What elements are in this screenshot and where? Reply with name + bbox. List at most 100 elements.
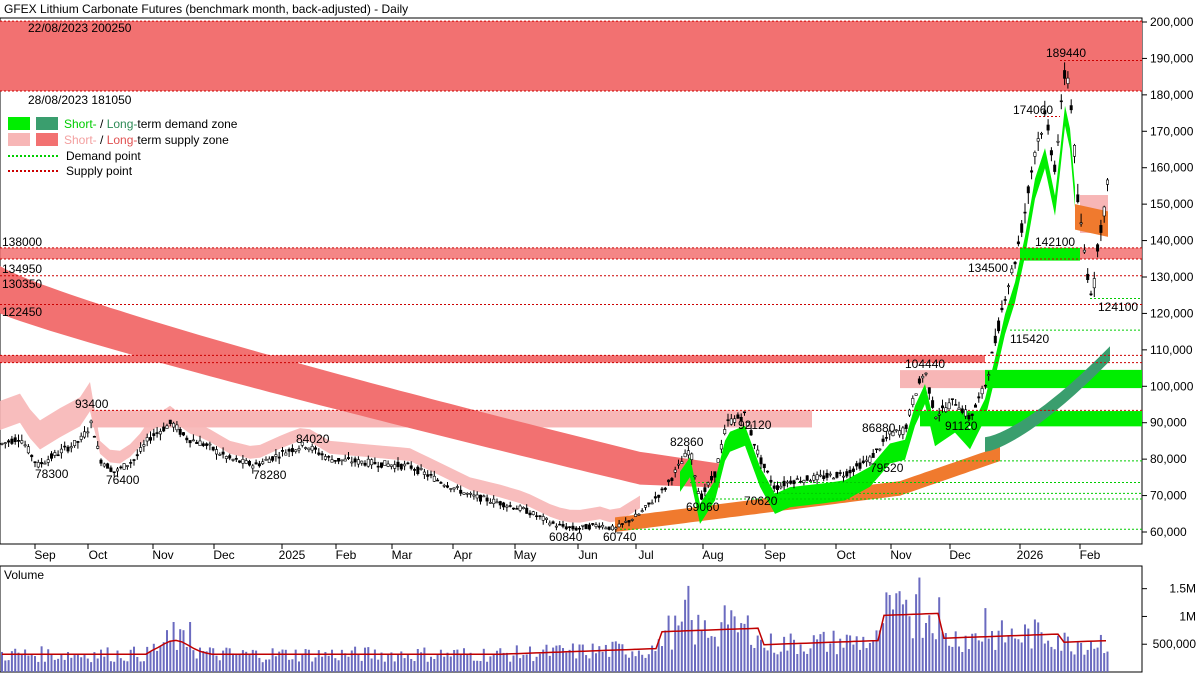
time-tick-label: Sep (34, 548, 56, 562)
volume-bar (86, 658, 89, 672)
volume-bar (529, 646, 531, 672)
volume-bar (367, 647, 370, 672)
volume-bar (674, 615, 677, 672)
volume-bar (50, 653, 53, 672)
volume-bar (1070, 651, 1073, 672)
volume-bar (416, 649, 419, 672)
candle-body (690, 453, 694, 460)
volume-bar (568, 649, 571, 672)
volume-bar (271, 648, 274, 672)
annotation-84020: 84020 (296, 432, 330, 446)
zone-label-138000: 138000 (2, 235, 42, 249)
volume-bar (340, 649, 343, 672)
candle-body (376, 465, 380, 468)
candle-body (597, 525, 601, 528)
candle-body (921, 375, 925, 379)
candle-body (739, 417, 743, 421)
candle-body (960, 408, 964, 413)
volume-bar (918, 577, 921, 672)
candle-body (663, 487, 667, 490)
candle-body (845, 471, 849, 477)
volume-bar (901, 604, 904, 672)
candle-body (49, 453, 53, 459)
candle-body (1033, 152, 1037, 157)
candle-body (683, 453, 687, 458)
volume-bar (766, 650, 769, 672)
candle-body (389, 464, 393, 467)
volume-bar (96, 658, 99, 672)
annotation-115420: 115420 (1010, 332, 1049, 346)
volume-bar (387, 653, 390, 672)
candle-body (191, 439, 195, 442)
volume-bar (129, 649, 132, 672)
time-tick-label: Oct (89, 548, 108, 562)
volume-bar (746, 615, 749, 672)
volume-bar (1080, 642, 1083, 672)
candle-body (733, 418, 737, 423)
candle-body (20, 440, 24, 444)
candle-body (195, 441, 199, 444)
volume-bar (268, 659, 271, 672)
candle-body (947, 402, 951, 410)
candle-body (973, 404, 977, 408)
volume-bar (720, 622, 723, 672)
volume-bar (109, 661, 112, 672)
volume-bar (14, 648, 17, 672)
volume-bar (446, 652, 449, 672)
candle-body (594, 524, 598, 527)
candle-body (406, 462, 410, 465)
candle-body (40, 462, 44, 465)
volume-bar (525, 654, 528, 672)
volume-bar (10, 651, 13, 672)
candle-body (439, 482, 443, 484)
volume-bar (205, 651, 208, 672)
volume-bar (994, 649, 997, 672)
candle-body (538, 515, 542, 517)
candle-body (330, 459, 334, 463)
volume-moving-average (2, 612, 1107, 655)
candle-body (488, 502, 492, 504)
candle-body (363, 462, 367, 466)
candle-body (1030, 170, 1034, 173)
volume-bar (558, 645, 561, 672)
candle-body (403, 463, 407, 467)
legend-supply-point: Supply point (66, 164, 133, 178)
candle-body (917, 378, 921, 384)
candle-body (822, 475, 826, 480)
candle-body (647, 502, 651, 505)
volume-bar (657, 639, 660, 672)
volume-bar (255, 650, 258, 672)
candle-body (1106, 179, 1110, 185)
candle-body (79, 435, 83, 440)
volume-bar (872, 640, 875, 672)
candle-body (525, 507, 529, 514)
volume-bar (931, 633, 934, 672)
candle-body (937, 413, 941, 416)
volume-bar (925, 622, 927, 672)
candle-body (789, 480, 793, 484)
volume-bar (192, 650, 195, 672)
time-tick-label: Dec (949, 548, 970, 562)
candle-body (868, 456, 872, 463)
volume-bar (347, 656, 350, 672)
candle-body (287, 449, 291, 452)
volume-bar (670, 649, 673, 672)
volume-bar (492, 653, 495, 672)
volume-bar (139, 661, 142, 672)
candle-body (83, 431, 87, 438)
candle-body (634, 513, 638, 517)
volume-bar (845, 634, 848, 672)
candle-body (884, 437, 888, 439)
candle-body (568, 526, 572, 528)
candle-body (964, 409, 968, 417)
orange-band (615, 446, 1000, 532)
candle-body (33, 461, 37, 464)
volume-bar (700, 630, 703, 672)
volume-bar (548, 655, 551, 672)
candle-body (1082, 249, 1086, 253)
volume-bar (400, 651, 403, 672)
candle-body (703, 487, 707, 492)
time-tick-label: Sep (764, 548, 786, 562)
candle-body (132, 459, 136, 461)
volume-bar (327, 655, 330, 672)
